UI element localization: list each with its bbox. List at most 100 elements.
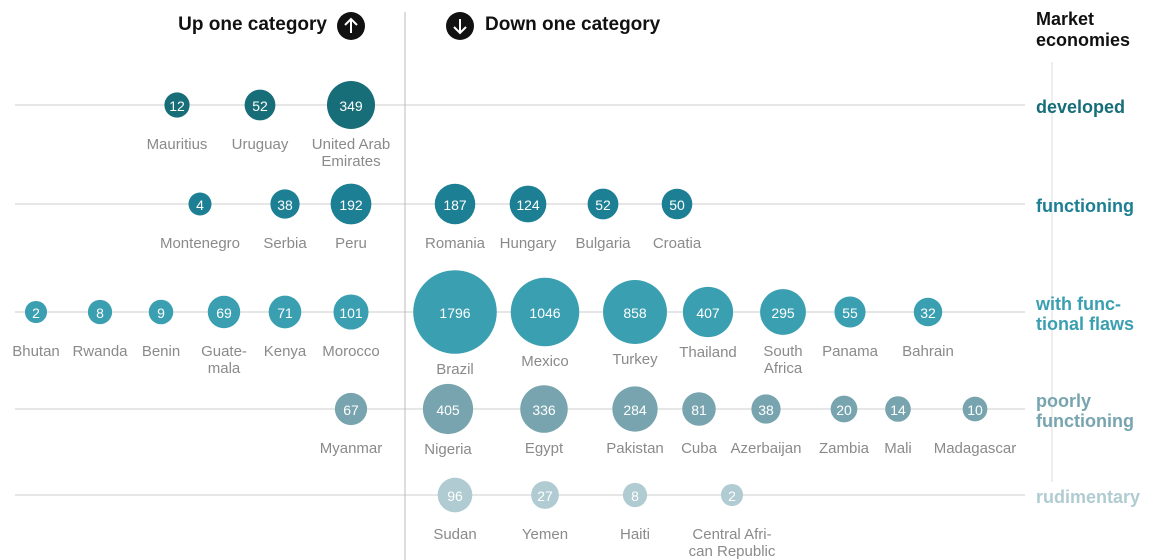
bubble-value: 32 — [920, 305, 936, 321]
bubble — [720, 483, 744, 507]
bubble — [148, 299, 174, 325]
country-label: Mexico — [521, 353, 569, 371]
country-label: Kenya — [263, 343, 307, 360]
down-icon — [446, 12, 474, 40]
country-label: Myanmar — [319, 440, 383, 457]
bubble — [334, 392, 368, 426]
bubble-value: 10 — [967, 402, 983, 418]
country-label: Azerbaijan — [730, 440, 802, 457]
bubble-value: 38 — [277, 197, 293, 213]
bubble — [913, 297, 943, 327]
bubble-value: 8 — [631, 488, 639, 504]
bubble — [612, 386, 658, 432]
row-label: with func- tional flaws — [1036, 294, 1135, 334]
bubble — [587, 188, 619, 220]
country-label: Uruguay — [231, 136, 289, 153]
bubble-value: 349 — [339, 98, 363, 114]
bubble-value: 9 — [157, 305, 165, 321]
bubble-value: 187 — [443, 197, 467, 213]
bubble-value: 284 — [623, 402, 647, 418]
bubble-value: 192 — [339, 197, 363, 213]
country-label: Turkey — [612, 350, 658, 368]
bubble-value: 96 — [447, 488, 463, 504]
bubble — [326, 80, 376, 130]
bubble — [510, 277, 580, 347]
bubble-value: 1796 — [439, 305, 470, 321]
bubble-value: 14 — [890, 402, 906, 418]
bubble-value: 27 — [537, 488, 553, 504]
row-label: functioning — [1036, 196, 1134, 216]
bubble — [531, 481, 559, 509]
bubble — [270, 189, 300, 219]
bubble — [885, 396, 911, 422]
bubble — [422, 383, 474, 435]
row-label: developed — [1036, 97, 1126, 117]
country-label: Rwanda — [72, 343, 128, 360]
bubble-value: 67 — [343, 402, 359, 418]
bubble-value: 336 — [532, 402, 556, 418]
bubble-value: 71 — [277, 305, 293, 321]
bubble — [682, 286, 734, 338]
up-icon — [337, 12, 365, 40]
country-label: Mali — [884, 440, 912, 457]
bubble — [188, 192, 212, 216]
bubble — [509, 185, 547, 223]
country-label: Mauritius — [146, 136, 208, 153]
country-label: Cuba — [681, 440, 717, 457]
bubble-value: 101 — [339, 305, 363, 321]
country-label: Montenegro — [159, 235, 241, 252]
bubble-value: 2 — [728, 488, 736, 504]
bubble — [622, 482, 648, 508]
bubble-value: 405 — [436, 402, 460, 418]
bubble-value: 55 — [842, 305, 858, 321]
bubble-value: 52 — [252, 98, 268, 114]
bubble-value: 1046 — [529, 305, 560, 321]
country-label: Bhutan — [12, 343, 60, 360]
bubble — [661, 188, 693, 220]
country-label: Bulgaria — [575, 235, 631, 252]
bubble-value: 407 — [696, 305, 720, 321]
country-label: Hungary — [499, 235, 557, 252]
country-label: Egypt — [524, 440, 564, 457]
bubble — [520, 385, 568, 433]
bubble — [834, 296, 866, 328]
bubble-value: 2 — [32, 305, 40, 321]
country-label: South Africa — [763, 343, 803, 377]
bubble — [603, 280, 667, 344]
bubble-value: 8 — [96, 305, 104, 321]
bubble — [760, 289, 806, 335]
country-label: Peru — [335, 235, 367, 252]
bubble-value: 12 — [169, 98, 185, 114]
country-label: Nigeria — [424, 441, 472, 459]
bubble-value: 81 — [691, 402, 707, 418]
down-label: Down one category — [485, 14, 661, 35]
bubble-value: 50 — [669, 197, 685, 213]
bubble-value: 4 — [196, 197, 204, 213]
bubble — [24, 300, 48, 324]
country-label: Morocco — [322, 343, 380, 360]
bubble-value: 52 — [595, 197, 611, 213]
country-label: Yemen — [521, 526, 569, 543]
bubble — [330, 183, 372, 225]
legend-title: Market economies — [1036, 9, 1131, 50]
row-label: poorly functioning — [1036, 391, 1134, 431]
bubble — [682, 392, 716, 426]
bubble-value: 124 — [516, 197, 540, 213]
row-label: rudimentary — [1036, 487, 1141, 507]
country-label: Central Afri- can Republic — [688, 526, 776, 560]
bubble — [207, 295, 241, 329]
bubble-value: 69 — [216, 305, 232, 321]
bubble-value: 295 — [771, 305, 795, 321]
bubble — [413, 270, 497, 354]
bubble-value: 20 — [836, 402, 852, 418]
bubble — [333, 294, 369, 330]
bubble — [244, 89, 276, 121]
bubble — [87, 299, 113, 325]
bubble — [751, 394, 781, 424]
bubble — [434, 183, 476, 225]
up-label: Up one category — [178, 14, 327, 35]
country-label: Serbia — [263, 235, 307, 252]
country-label: Thailand — [679, 344, 737, 362]
